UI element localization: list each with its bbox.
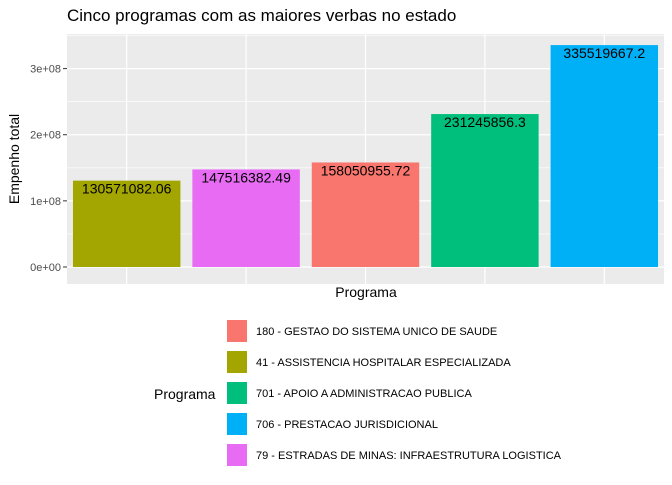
legend-item-label: 180 - GESTAO DO SISTEMA UNICO DE SAUDE xyxy=(256,326,497,338)
bar xyxy=(311,162,420,267)
legend-title: Programa xyxy=(154,386,216,402)
legend-key xyxy=(227,444,247,466)
legend-key xyxy=(227,351,247,373)
bar-value-label: 147516382.49 xyxy=(201,169,291,185)
bar xyxy=(550,45,659,267)
y-axis: 0e+00 1e+08 2e+08 3e+08 xyxy=(30,64,67,274)
legend-key xyxy=(227,413,247,435)
legend-item-label: 706 - PRESTACAO JURISDICIONAL xyxy=(256,419,438,431)
bars xyxy=(72,45,659,267)
y-tick-label: 3e+08 xyxy=(30,64,61,76)
y-axis-label: Empenho total xyxy=(6,114,22,204)
chart-title: Cinco programas com as maiores verbas no… xyxy=(67,6,456,25)
legend-item-label: 41 - ASSISTENCIA HOSPITALAR ESPECIALIZAD… xyxy=(256,357,511,369)
y-tick-label: 1e+08 xyxy=(30,196,61,208)
legend-item-label: 79 - ESTRADAS DE MINAS: INFRAESTRUTURA L… xyxy=(256,450,562,462)
x-axis-label: Programa xyxy=(335,284,397,300)
bar-value-label: 335519667.2 xyxy=(563,45,645,61)
legend: 180 - GESTAO DO SISTEMA UNICO DE SAUDE 41… xyxy=(227,320,562,466)
bar-value-label: 158050955.72 xyxy=(321,162,411,178)
bar xyxy=(431,114,539,267)
legend-key xyxy=(227,382,247,404)
legend-key xyxy=(227,320,247,342)
legend-item-label: 701 - APOIO A ADMINISTRACAO PUBLICA xyxy=(256,388,472,400)
bar-value-label: 231245856.3 xyxy=(444,114,526,130)
y-tick-label: 2e+08 xyxy=(30,130,61,142)
bar xyxy=(72,180,181,267)
bar xyxy=(192,169,300,267)
y-tick-label: 0e+00 xyxy=(30,262,61,274)
value-labels: 130571082.06 147516382.49 158050955.72 2312… xyxy=(82,45,645,197)
bar-value-label: 130571082.06 xyxy=(82,181,172,197)
